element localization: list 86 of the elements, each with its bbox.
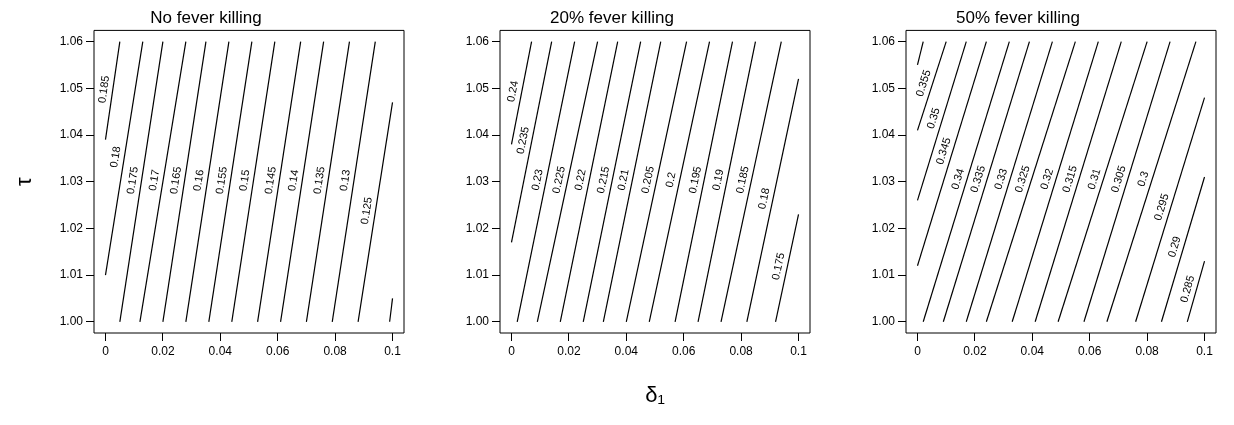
y-tick-label: 1.00 [59, 314, 84, 329]
y-tick-label: 1.03 [871, 174, 896, 189]
y-axis-title: τ [11, 177, 37, 187]
text: 0.14 [285, 168, 301, 192]
y-tick-label: 1.02 [59, 220, 84, 235]
x-tick-label: 0.06 [672, 343, 696, 358]
y-tick-label: 1.06 [871, 33, 896, 48]
x-tick-label: 0.02 [963, 343, 987, 358]
text: 0.2 [662, 170, 678, 189]
text: 0.175 [123, 165, 141, 195]
y-tick-label: 1.02 [871, 220, 896, 235]
y-tick-label: 1.04 [465, 127, 490, 142]
x-tick-label: 0.04 [208, 343, 233, 358]
text: 0.35 [923, 106, 942, 131]
text: 0.23 [528, 168, 545, 192]
text: 0.315 [1059, 164, 1079, 194]
y-tick-label: 1.01 [59, 267, 84, 282]
text: 0.21 [614, 168, 631, 192]
text: 0.305 [1108, 164, 1128, 194]
y-tick-label: 1.03 [59, 174, 84, 189]
text: 0.325 [1011, 163, 1032, 194]
text: 0.235 [513, 125, 531, 155]
y-tick-label: 1.01 [465, 267, 490, 282]
text: 0.19 [709, 168, 726, 192]
chart-title: 20% fever killing [550, 7, 674, 27]
text: 0.285 [1177, 273, 1197, 304]
y-tick-label: 1.06 [59, 33, 84, 48]
text: 0.185 [95, 74, 112, 104]
text: 0.18 [107, 145, 123, 169]
text: 0.135 [310, 165, 327, 195]
text: 0.13 [336, 168, 352, 192]
text: 0.155 [212, 165, 229, 195]
y-tick-label: 1.00 [465, 314, 490, 329]
y-tick-label: 1.02 [465, 220, 490, 235]
text: 0.215 [594, 165, 612, 195]
text: 0.32 [1037, 166, 1056, 191]
text: 0.17 [145, 168, 162, 192]
y-tick-label: 1.05 [871, 80, 896, 95]
text: 0.175 [769, 251, 787, 281]
x-tick-label: 0.1 [384, 343, 402, 358]
text: 0.31 [1084, 166, 1103, 191]
text: 0.29 [1165, 234, 1183, 259]
y-tick-label: 1.05 [465, 80, 490, 95]
x-tick-label: 0 [102, 343, 110, 358]
text: 0.165 [167, 165, 184, 195]
text: 0.24 [504, 79, 521, 103]
x-tick-label: 0.02 [557, 343, 581, 358]
text: 0.335 [967, 164, 988, 194]
x-tick-label: 0.1 [1196, 343, 1214, 358]
text: 0.16 [190, 168, 206, 192]
text: 0.18 [755, 186, 772, 211]
text: 0.295 [1151, 192, 1171, 222]
x-tick-label: 0.08 [1135, 343, 1160, 358]
y-tick-label: 1.01 [871, 267, 896, 282]
y-tick-label: 1.06 [465, 33, 490, 48]
x-tick-label: 0.04 [614, 343, 639, 358]
text: 0.185 [733, 164, 751, 195]
y-tick-label: 1.04 [871, 127, 896, 142]
x-tick-label: 0.1 [790, 343, 808, 358]
x-tick-label: 0 [508, 343, 516, 358]
text: 0.355 [912, 68, 933, 98]
text: 0.33 [991, 166, 1010, 191]
text: 0.15 [236, 168, 252, 192]
x-tick-label: 0 [914, 343, 922, 358]
x-tick-label: 0.08 [729, 343, 754, 358]
y-tick-label: 1.04 [59, 127, 84, 142]
x-tick-label: 0.06 [266, 343, 290, 358]
text: 0.22 [571, 168, 588, 192]
chart-title: 50% fever killing [956, 7, 1080, 27]
x-tick-label: 0.08 [323, 343, 348, 358]
y-tick-label: 1.03 [465, 174, 490, 189]
text: 0.345 [933, 135, 953, 166]
text: 0.145 [261, 165, 278, 195]
text: 0.225 [549, 164, 567, 195]
chart-title: No fever killing [150, 7, 262, 27]
text: 0.3 [1134, 169, 1151, 188]
x-tick-label: 0.02 [151, 343, 175, 358]
text: 0.34 [948, 166, 967, 191]
y-tick-label: 1.00 [871, 314, 896, 329]
y-tick-label: 1.05 [59, 80, 84, 95]
text: 0.125 [357, 196, 374, 226]
x-tick-label: 0.06 [1078, 343, 1102, 358]
x-axis-title: δ₁ [645, 381, 665, 407]
text: 0.195 [685, 165, 704, 195]
text: 0.205 [638, 164, 656, 195]
x-tick-label: 0.04 [1020, 343, 1045, 358]
